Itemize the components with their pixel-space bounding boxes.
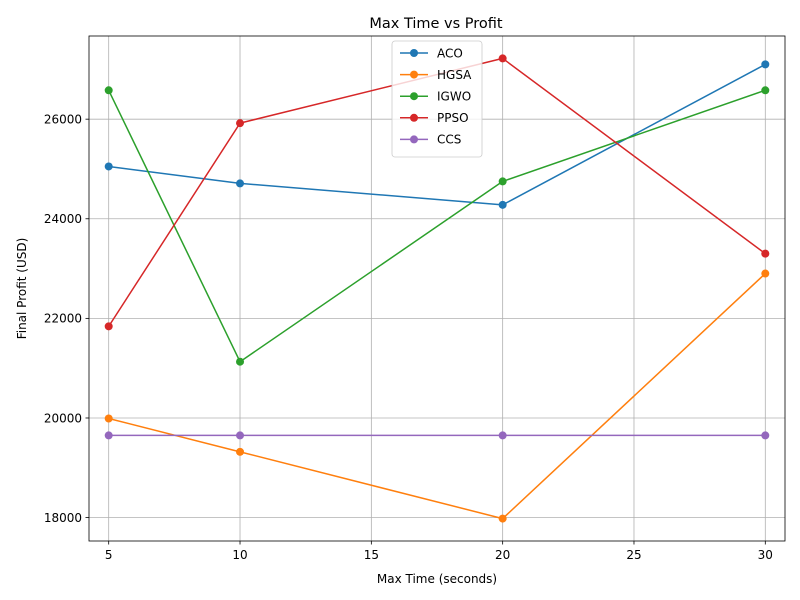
series-line-aco [108,63,766,206]
y-axis: 18000 20000 22000 24000 26000 [44,112,89,525]
data-point-hgsa [761,269,770,278]
legend-marker-igwo [410,92,418,101]
data-point-aco [104,162,113,171]
chart-title: Max Time vs Profit [369,16,503,32]
data-point-aco [498,200,507,209]
data-point-ppso [498,54,507,63]
series-line-ppso [108,57,766,327]
series-layer [104,54,770,523]
y-tick-label: 24000 [44,212,82,226]
data-point-ppso [104,322,113,331]
data-point-hgsa [498,514,507,523]
data-point-igwo [498,177,507,186]
x-tick-label: 15 [364,548,379,562]
data-point-igwo [104,86,113,95]
data-point-ccs [236,431,245,440]
data-point-aco [236,179,245,188]
x-tick-label: 10 [232,548,247,562]
data-point-ccs [498,431,507,440]
data-point-aco [761,60,770,69]
plot-frame [88,35,786,542]
legend-marker-ppso [410,113,418,122]
series-ccs [104,431,770,440]
legend-label-ppso: PPSO [437,111,469,125]
legend-marker-ccs [410,135,418,144]
data-point-ccs [104,431,113,440]
legend-item-hgsa: HGSA [400,68,472,82]
legend-item-ppso: PPSO [400,111,469,125]
y-tick-label: 26000 [44,112,82,126]
legend-box [391,40,483,158]
legend-item-ccs: CCS [400,133,461,147]
series-aco [104,60,770,209]
y-axis-label: Final Profit (USD) [15,238,29,340]
y-tick-label: 18000 [44,511,82,525]
x-tick-label: 30 [758,548,773,562]
y-tick-label: 20000 [44,411,82,425]
legend-marker-hgsa [410,70,418,79]
data-point-ppso [236,119,245,128]
legend-label-ccs: CCS [437,133,461,147]
x-axis: 5 10 15 20 25 30 [105,541,773,562]
x-tick-label: 5 [105,548,113,562]
legend-item-aco: ACO [400,46,463,60]
data-point-igwo [761,86,770,95]
legend-label-aco: ACO [437,46,463,60]
legend-item-igwo: IGWO [400,90,471,104]
data-point-hgsa [236,447,245,456]
data-point-ppso [761,249,770,258]
data-point-igwo [236,357,245,366]
legend-marker-aco [410,49,418,57]
series-ppso [104,54,770,331]
y-tick-label: 22000 [44,312,82,326]
data-point-ccs [761,431,770,440]
legend-label-hgsa: HGSA [437,68,472,82]
data-point-hgsa [104,414,113,423]
legend: ACO HGSA IGWO PPSO CCS [391,40,483,158]
legend-label-igwo: IGWO [437,90,471,104]
x-tick-label: 25 [626,548,641,562]
x-axis-label: Max Time (seconds) [377,572,497,586]
x-tick-label: 20 [495,548,510,562]
